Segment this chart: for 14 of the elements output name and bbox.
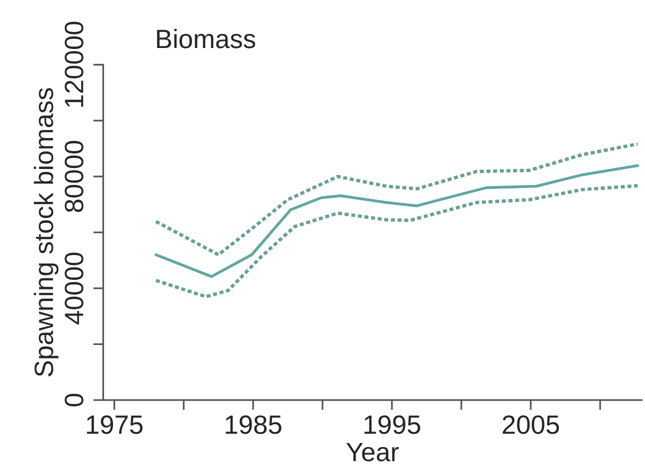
y-tick-label: 40000	[64, 252, 84, 324]
x-tick-label: 2005	[502, 415, 559, 434]
line-series	[154, 184, 640, 298]
line-series	[154, 142, 640, 256]
y-tick-label: 80000	[64, 140, 84, 212]
x-tick-label: 1975	[86, 415, 143, 434]
y-tick-label: 120000	[64, 22, 84, 107]
x-tick-label: 1995	[364, 415, 420, 434]
y-tick-label: 0	[64, 394, 84, 406]
x-axis-title: Year	[346, 442, 399, 462]
chart-title: Biomass	[157, 28, 256, 48]
x-tick-label: 1985	[226, 415, 282, 434]
y-axis-title: Spawning stock biomass	[34, 88, 58, 376]
line-series	[154, 164, 639, 278]
